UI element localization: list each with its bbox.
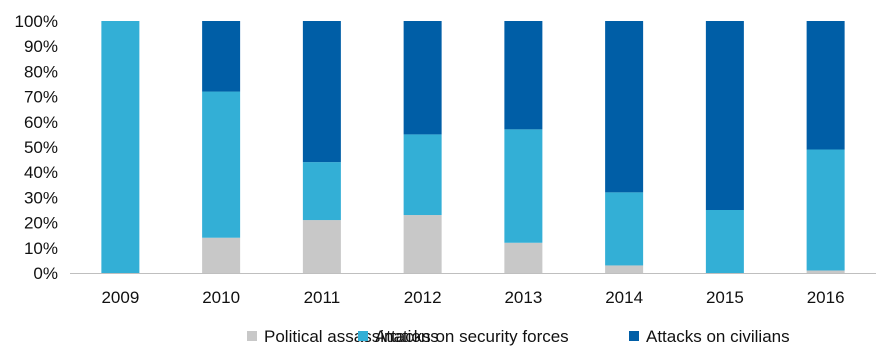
bar-segment	[605, 265, 644, 273]
legend-label: Attacks on civilians	[646, 327, 790, 346]
bar-segment	[302, 220, 341, 273]
bar-segment	[806, 149, 845, 271]
bar-segment	[202, 237, 241, 273]
legend-item: Attacks on civilians	[629, 327, 790, 346]
bar-segment	[403, 215, 442, 273]
bar-segment	[605, 192, 644, 266]
bar-segment	[403, 134, 442, 216]
x-tick-label: 2009	[101, 288, 139, 307]
legend-item: Attacks on security forces	[358, 327, 569, 346]
y-tick-label: 90%	[24, 37, 58, 56]
x-tick-label: 2015	[706, 288, 744, 307]
bar-segment	[504, 242, 543, 273]
x-tick-label: 2013	[504, 288, 542, 307]
legend-label: Attacks on security forces	[375, 327, 569, 346]
bars	[101, 21, 845, 273]
legend-label: Political assassinations	[264, 327, 439, 346]
bar-segment	[705, 21, 744, 210]
x-tick-label: 2010	[202, 288, 240, 307]
y-tick-label: 40%	[24, 163, 58, 182]
x-tick-label: 2011	[304, 288, 341, 307]
legend-item: Political assassinations	[247, 327, 439, 346]
bar-segment	[101, 21, 140, 273]
x-tick-label: 2016	[807, 288, 845, 307]
bar-segment	[302, 162, 341, 221]
bar-segment	[302, 21, 341, 163]
y-tick-label: 10%	[24, 239, 58, 258]
y-tick-label: 80%	[24, 62, 58, 81]
y-tick-label: 100%	[15, 12, 58, 31]
bar-segment	[504, 21, 543, 130]
bar-segment	[806, 21, 845, 150]
x-axis: 2009 2010 2011 2012 2013 2014 2015 2016	[70, 273, 876, 307]
bar-segment	[504, 129, 543, 243]
bar-segment	[202, 21, 241, 92]
bar-segment	[705, 210, 744, 273]
y-tick-label: 60%	[24, 113, 58, 132]
legend-swatch	[247, 331, 257, 341]
y-tick-label: 50%	[24, 138, 58, 157]
legend-swatch	[629, 331, 639, 341]
y-tick-label: 70%	[24, 88, 58, 107]
y-tick-label: 20%	[24, 214, 58, 233]
bar-segment	[202, 91, 241, 238]
bar-segment	[806, 270, 845, 273]
y-axis: 0% 10% 20% 30% 40% 50% 60% 70% 80% 90% 100%	[15, 12, 58, 283]
x-tick-label: 2014	[605, 288, 643, 307]
y-tick-label: 30%	[24, 188, 58, 207]
legend-swatch	[358, 331, 368, 341]
bar-segment	[403, 21, 442, 135]
y-tick-label: 0%	[33, 264, 58, 283]
bar-segment	[605, 21, 644, 193]
x-tick-label: 2012	[404, 288, 442, 307]
